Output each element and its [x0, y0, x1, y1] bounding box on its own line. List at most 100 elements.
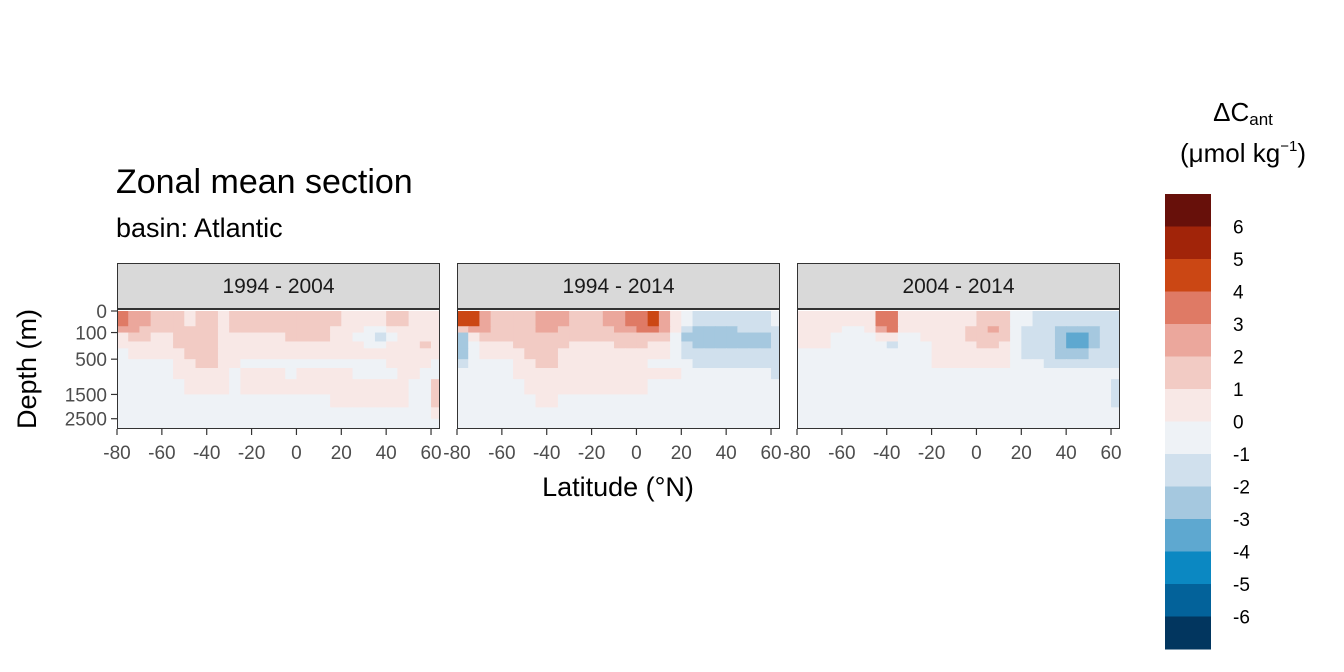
heatmap-cell — [909, 394, 921, 408]
heatmap-cell — [853, 367, 865, 380]
heatmap-cell — [139, 379, 152, 396]
heatmap-cell — [318, 332, 331, 343]
heatmap-cell — [591, 367, 604, 380]
heatmap-cell — [875, 332, 888, 343]
heatmap-cell — [726, 359, 738, 369]
heatmap-cell — [206, 341, 219, 349]
heatmap-cell — [1088, 326, 1101, 334]
heatmap-cell — [318, 379, 331, 396]
heatmap-cell — [285, 394, 298, 408]
heatmap-cell — [808, 341, 821, 349]
heatmap-cell — [296, 367, 309, 380]
heatmap-cell — [1066, 311, 1078, 327]
heatmap-cell — [841, 311, 854, 327]
heatmap-cell — [580, 379, 593, 396]
heatmap-cell — [330, 348, 342, 360]
heatmap-cell — [501, 367, 514, 380]
heatmap-cell — [714, 311, 727, 327]
heatmap-cell — [150, 367, 163, 380]
heatmap-cell — [1111, 332, 1120, 343]
heatmap-cell — [1066, 407, 1078, 420]
heatmap-cell — [557, 379, 570, 396]
y-tick-label: 2500 — [65, 410, 107, 431]
heatmap-cell — [251, 341, 264, 349]
heatmap-cell — [513, 418, 525, 429]
heatmap-cell — [658, 332, 671, 343]
legend-label: 0 — [1233, 413, 1244, 434]
heatmap-cell — [1021, 379, 1034, 396]
heatmap-cell — [557, 348, 570, 360]
heatmap-cell — [897, 326, 910, 334]
heatmap-cell — [240, 418, 253, 429]
heatmap-cell — [771, 359, 780, 369]
heatmap-cell — [535, 332, 548, 343]
heatmap-cell — [748, 367, 761, 380]
heatmap-cell — [602, 348, 615, 360]
heatmap-cell — [457, 341, 469, 349]
heatmap-cell — [150, 379, 163, 396]
heatmap-cell — [457, 348, 469, 360]
heatmap-cell — [128, 418, 141, 429]
heatmap-cell — [759, 394, 772, 408]
heatmap-cell — [128, 394, 141, 408]
heatmap-cell — [864, 332, 877, 343]
heatmap-cell — [692, 367, 705, 380]
heatmap-cell — [330, 367, 342, 380]
heatmap-cell — [408, 379, 421, 396]
heatmap-cell — [468, 359, 481, 369]
heatmap-cell — [853, 348, 865, 360]
heatmap-cell — [875, 394, 888, 408]
heatmap-cell — [614, 326, 626, 334]
heatmap-cell — [670, 394, 682, 408]
heatmap-cell — [535, 359, 548, 369]
heatmap-cell — [591, 326, 604, 334]
facet-panel — [797, 309, 1120, 429]
heatmap-cell — [397, 367, 410, 380]
heatmap-cell — [330, 332, 342, 343]
heatmap-cell — [1066, 418, 1078, 429]
heatmap-cell — [886, 418, 899, 429]
heatmap-cell — [217, 379, 230, 396]
heatmap-cell — [819, 332, 832, 343]
heatmap-cell — [602, 407, 615, 420]
heatmap-cell — [1010, 394, 1022, 408]
heatmap-cell — [819, 341, 832, 349]
heatmap-cell — [1032, 367, 1045, 380]
heatmap-cell — [341, 394, 354, 408]
heatmap-cell — [318, 311, 331, 327]
heatmap-cell — [195, 359, 208, 369]
heatmap-cell — [748, 394, 761, 408]
heatmap-cell — [737, 359, 750, 369]
heatmap-cell — [557, 407, 570, 420]
heatmap-cell — [976, 367, 989, 380]
heatmap-cell — [797, 332, 809, 343]
legend-color-step — [1165, 486, 1211, 520]
heatmap-cell — [240, 311, 253, 327]
heatmap-cell — [670, 379, 682, 396]
heatmap-cell — [296, 348, 309, 360]
heatmap-cell — [636, 394, 649, 408]
heatmap-cell — [965, 341, 978, 349]
heatmap-cell — [217, 418, 230, 429]
heatmap-cell — [748, 407, 761, 420]
heatmap-cell — [759, 359, 772, 369]
heatmap-cell — [161, 341, 174, 349]
heatmap-cell — [363, 359, 376, 369]
heatmap-cell — [965, 348, 978, 360]
heatmap-cell — [658, 359, 671, 369]
heatmap-cell — [240, 341, 253, 349]
x-tick-label: 20 — [671, 443, 692, 464]
heatmap-cell — [262, 326, 275, 334]
y-tick-label: 100 — [75, 324, 107, 345]
heatmap-cell — [670, 348, 682, 360]
heatmap-cell — [251, 359, 264, 369]
heatmap-cell — [557, 418, 570, 429]
heatmap-cell — [330, 418, 342, 429]
heatmap-cell — [184, 341, 197, 349]
heatmap-cell — [501, 379, 514, 396]
heatmap-cell — [240, 394, 253, 408]
heatmap-cell — [819, 359, 832, 369]
heatmap-cell — [501, 359, 514, 369]
heatmap-cell — [535, 379, 548, 396]
heatmap-cell — [262, 311, 275, 327]
